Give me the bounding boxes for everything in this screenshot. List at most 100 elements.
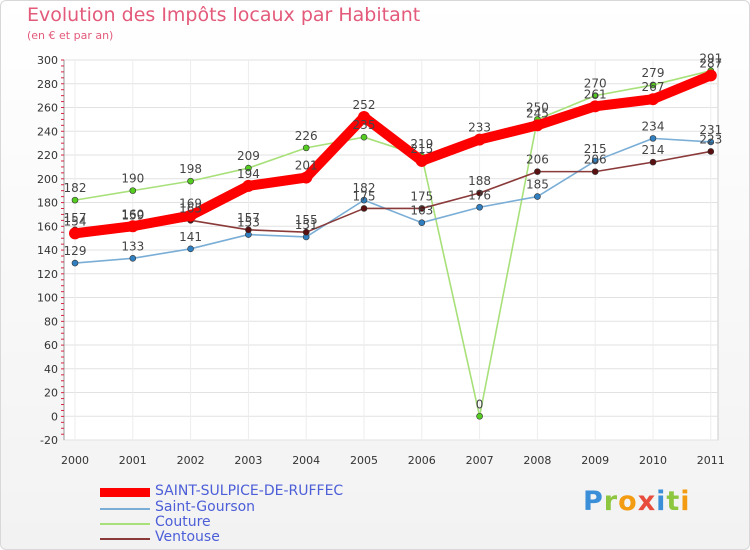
y-tick-label: 240 — [37, 125, 58, 138]
y-tick-label: 0 — [51, 410, 58, 423]
data-label: 250 — [526, 100, 549, 114]
data-label: 206 — [526, 153, 549, 167]
legend-swatch — [100, 488, 150, 497]
data-point — [649, 158, 657, 166]
chart-title: Evolution des Impôts locaux par Habitant — [27, 4, 421, 26]
data-label: 279 — [642, 66, 665, 80]
data-label: 185 — [526, 178, 549, 192]
data-point — [707, 148, 715, 155]
data-label: 270 — [584, 77, 607, 91]
legend-label: Ventouse — [155, 529, 220, 545]
data-label: 198 — [179, 162, 202, 176]
data-label: 141 — [179, 230, 202, 244]
x-tick-label: 2004 — [292, 454, 320, 467]
data-point — [358, 111, 370, 123]
data-point — [418, 205, 426, 212]
data-label: 226 — [295, 129, 318, 143]
data-label: 233 — [468, 121, 491, 135]
data-label: 261 — [584, 87, 607, 101]
data-label: 154 — [64, 214, 87, 228]
data-point — [589, 100, 602, 113]
y-tick-label: 180 — [37, 197, 58, 210]
y-tick-label: 80 — [44, 315, 58, 328]
logo-letter: x — [637, 486, 657, 517]
data-label: 157 — [64, 211, 87, 225]
series-line-0 — [70, 70, 716, 239]
x-tick-label: 2000 — [61, 454, 89, 467]
data-label: 133 — [121, 239, 144, 253]
data-point — [302, 228, 310, 236]
x-tick-label: 2007 — [466, 454, 494, 467]
data-point — [245, 226, 252, 234]
data-label: 206 — [584, 153, 607, 167]
data-label: 182 — [353, 181, 376, 195]
series-line-1 — [74, 137, 712, 264]
x-tick-label: 2001 — [119, 454, 147, 467]
data-label: 175 — [410, 189, 433, 203]
data-point — [591, 168, 599, 175]
data-label: 223 — [699, 132, 722, 146]
data-label: 194 — [237, 167, 260, 181]
legend-swatch — [100, 538, 150, 540]
data-label: 245 — [526, 106, 549, 120]
data-label: 215 — [410, 142, 433, 156]
data-label: 182 — [64, 181, 87, 195]
legend-label: Saint-Gourson — [155, 499, 256, 515]
y-tick-label: -20 — [40, 434, 58, 447]
x-tick-label: 2006 — [408, 454, 436, 467]
data-point — [476, 203, 483, 211]
logo-letter: i — [656, 486, 667, 517]
data-point — [534, 168, 541, 175]
data-point — [360, 196, 368, 204]
y-tick-label: 200 — [37, 173, 58, 186]
data-point — [360, 133, 368, 141]
legend-item: SAINT-SULPICE-DE-RUFFEC — [100, 483, 400, 500]
data-point — [242, 179, 255, 192]
data-label: 234 — [642, 119, 665, 133]
data-point — [245, 164, 252, 172]
data-point — [591, 92, 599, 99]
data-point — [415, 154, 428, 167]
data-point — [534, 193, 541, 200]
logo-letter: t — [666, 486, 681, 517]
data-label: 190 — [121, 172, 144, 186]
logo-letter: o — [618, 486, 638, 517]
data-point — [647, 93, 659, 106]
legend-item: Couture — [100, 514, 400, 531]
data-label: 214 — [642, 143, 665, 157]
data-label: 165 — [179, 201, 202, 215]
data-label: 252 — [353, 98, 376, 112]
data-label: 153 — [237, 216, 260, 230]
logo-letter: P — [583, 486, 604, 517]
y-tick-label: 300 — [37, 54, 58, 67]
legend-item: Saint-Gourson — [100, 499, 400, 516]
data-point — [473, 133, 486, 146]
y-tick-label: 60 — [44, 339, 58, 352]
data-label: 215 — [584, 142, 607, 156]
data-point — [649, 135, 657, 142]
data-point — [126, 220, 139, 233]
data-point — [129, 187, 137, 194]
data-point — [187, 245, 194, 253]
data-label: 169 — [179, 197, 202, 211]
data-point — [187, 177, 194, 185]
x-tick-label: 2003 — [234, 454, 262, 467]
legend-label: SAINT-SULPICE-DE-RUFFEC — [155, 483, 344, 499]
data-label: 188 — [468, 174, 491, 188]
data-point — [707, 138, 715, 146]
logo-letter: i — [680, 486, 691, 517]
data-point — [71, 196, 79, 204]
data-label: 163 — [410, 204, 433, 218]
data-point — [300, 171, 313, 184]
data-point — [69, 227, 81, 240]
y-tick-label: 220 — [37, 149, 58, 162]
data-label: 176 — [468, 188, 491, 202]
data-label: 201 — [295, 159, 318, 173]
y-tick-label: 120 — [37, 268, 58, 281]
legend-item: Ventouse — [100, 529, 400, 546]
y-tick-label: 140 — [37, 244, 58, 257]
data-label: 0 — [476, 397, 484, 411]
proxiti-logo: Proxiti — [583, 486, 691, 517]
x-tick-label: 2010 — [639, 454, 667, 467]
